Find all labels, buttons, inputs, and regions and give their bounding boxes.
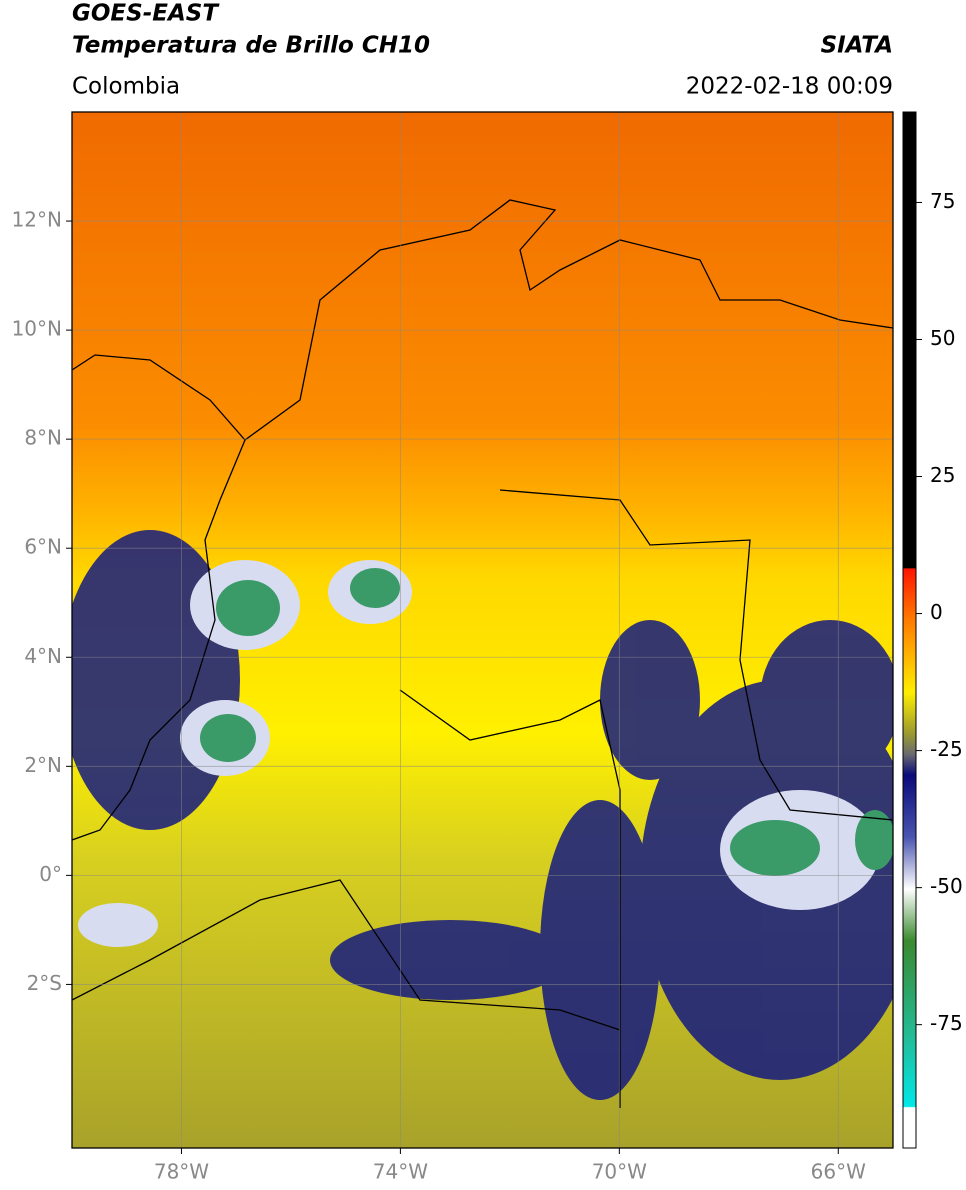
y-tick-label: 8°N — [24, 426, 62, 450]
colorbar — [902, 111, 917, 1149]
colorbar-tick-label: 75 — [930, 189, 955, 213]
colorbar-tick-label: -75 — [930, 1011, 963, 1035]
colorbar-tick-label: -25 — [930, 737, 963, 761]
y-tick-label: 2°S — [27, 971, 62, 995]
y-tick-label: 2°N — [24, 753, 62, 777]
colorbar-tick-label: 0 — [930, 600, 943, 624]
agency: SIATA — [821, 33, 893, 59]
y-tick-label: 12°N — [12, 208, 62, 232]
x-tick-label: 74°W — [373, 1160, 428, 1184]
y-tick-label: 6°N — [24, 535, 62, 559]
colorbar-tick-label: 25 — [930, 463, 955, 487]
y-tick-label: 10°N — [12, 317, 62, 341]
y-tick-label: 0° — [39, 862, 62, 886]
x-tick-label: 70°W — [592, 1160, 647, 1184]
colorbar-ticks: 75 50 25 0 -25 -50 -75 — [916, 189, 963, 1035]
x-tick-label: 66°W — [811, 1160, 866, 1184]
datetime: 2022-02-18 00:09 — [686, 74, 893, 100]
grid — [72, 112, 893, 1148]
colorbar-tick-label: 50 — [930, 326, 955, 350]
x-tick-label: 78°W — [154, 1160, 209, 1184]
satellite: GOES-EAST — [72, 1, 220, 27]
colorbar-tick-label: -50 — [930, 874, 963, 898]
map-frame — [71, 111, 894, 1149]
y-tick-label: 4°N — [24, 644, 62, 668]
satellite-image — [72, 112, 893, 1148]
product: Temperatura de Brillo CH10 — [72, 33, 430, 59]
region: Colombia — [72, 74, 180, 100]
